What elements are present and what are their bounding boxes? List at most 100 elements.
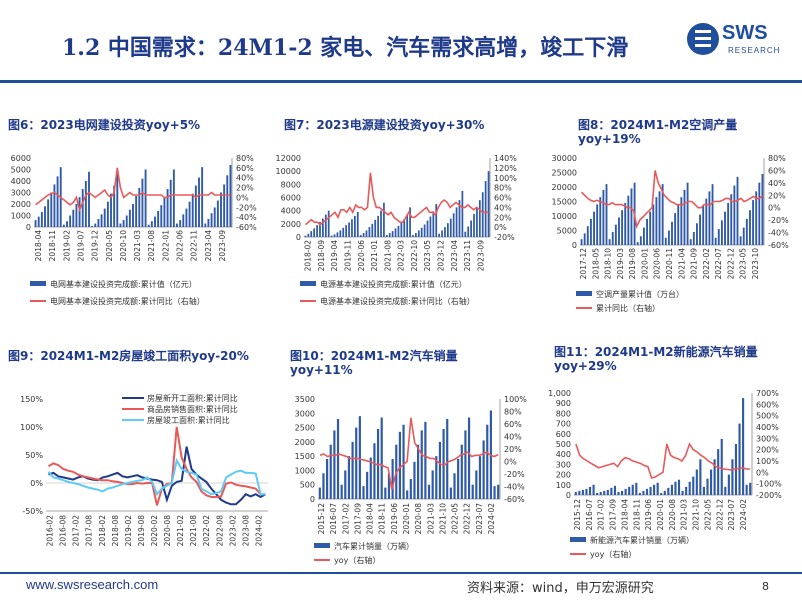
y2-tick-label: 20% [494, 213, 512, 222]
bar [198, 177, 200, 227]
x-tick-label: 2018-10 [604, 248, 613, 280]
bar [658, 191, 661, 245]
chart-c10: 0 500 1000 1500 2000 2500 3000 3500 2015-12 2016-… [295, 395, 528, 565]
bar [467, 226, 470, 237]
chart-c9: -50% 0% 50% 100% 150% 2016-02 2016-08 2017-02 20… [20, 393, 268, 547]
bar [706, 478, 709, 495]
y2-tick-label: -100% [756, 480, 782, 489]
y2-tick-label: 20% [768, 191, 786, 200]
x-tick-label: 2019-08 [628, 248, 637, 280]
bar [656, 482, 659, 495]
x-tick-label: 2021-02 [176, 515, 185, 547]
bar [348, 222, 350, 237]
bar [709, 469, 713, 495]
x-tick-label: 2017-12 [579, 248, 588, 280]
bar [62, 224, 65, 227]
bar [583, 233, 586, 245]
x-tick-label: 2022-07 [714, 248, 723, 280]
sws-logo: SWS RESEARCH [686, 20, 786, 66]
y-tick-label: 700 [556, 420, 571, 429]
bar [194, 185, 197, 227]
bar [412, 235, 414, 237]
legend-label: yoy（右轴） [590, 549, 636, 559]
bar [353, 215, 356, 237]
x-tick-label: 2021-03 [680, 499, 689, 531]
bar [351, 441, 354, 499]
bar [596, 204, 599, 245]
bar [699, 214, 702, 245]
y-tick-label: 3500 [295, 395, 315, 404]
bar [705, 198, 708, 245]
footer-source: 资料来源：wind，申万宏源研究 [467, 581, 654, 596]
bar [431, 470, 434, 499]
y-tick-label: 5000 [557, 227, 577, 236]
bar [122, 220, 125, 227]
bar [670, 484, 673, 495]
bar [596, 492, 599, 495]
bar [220, 192, 222, 227]
bar [47, 199, 50, 227]
x-tick-label: 2017-09 [353, 503, 362, 535]
x-tick-label: 2018-04 [620, 499, 629, 531]
y2-tick-label: -60% [236, 223, 257, 232]
bar [614, 224, 617, 245]
bar [613, 485, 617, 495]
chart-title: 图9：2024M1-M2房屋竣工面积yoy-20% [8, 349, 249, 363]
bar [188, 201, 191, 227]
bar [599, 491, 602, 495]
y-tick-label: 1000 [295, 466, 315, 475]
chart-title-line2: yoy+11% [290, 363, 353, 377]
bar [470, 220, 472, 237]
y2-tick-label: 140% [494, 154, 517, 163]
bar [730, 194, 733, 245]
bar [409, 479, 412, 499]
x-tick-label: 2024-02 [739, 499, 748, 531]
bar [110, 193, 112, 227]
bar [132, 204, 134, 227]
chart-title: 图10：2024M1-M2汽车销量 [290, 349, 458, 363]
legend-label: 房屋新开工面积:累计同比 [147, 393, 238, 403]
bar [708, 191, 711, 245]
bar [420, 227, 423, 237]
bar [138, 187, 141, 227]
bar [100, 214, 103, 227]
y-tick-label: 2000 [281, 220, 301, 229]
bar [342, 227, 345, 237]
x-tick-label: 2022-12 [463, 503, 472, 535]
bar [758, 182, 761, 245]
header-divider [0, 80, 802, 83]
bar [686, 182, 689, 245]
footer-url[interactable]: www.swsresearch.com [26, 577, 159, 592]
bar [733, 185, 736, 245]
y-tick-label: 900 [556, 399, 571, 408]
legend-label: yoy（右轴） [334, 555, 380, 565]
y2-tick-label: 20% [504, 445, 522, 454]
chart-title-line2: yoy+29% [554, 359, 617, 373]
x-tick-label: 2022-02 [702, 248, 711, 280]
bar [574, 491, 577, 495]
y2-tick-label: 60% [504, 420, 522, 429]
bar [692, 476, 695, 495]
y2-tick-label: -20% [494, 233, 515, 242]
bar [649, 211, 652, 245]
x-tick-label: 2019-08 [137, 515, 146, 547]
bar [652, 204, 655, 245]
bar [586, 226, 589, 245]
bar [742, 227, 745, 245]
y2-tick-label: -20% [504, 470, 525, 479]
bar [731, 459, 734, 495]
footer-divider [0, 572, 802, 574]
bar [185, 208, 188, 227]
x-tick-label: 2021-10 [438, 503, 447, 535]
bar [72, 209, 75, 227]
bar [642, 227, 645, 245]
bar [400, 222, 403, 237]
legend-swatch-bar [576, 291, 592, 296]
bar [322, 218, 324, 237]
bar [749, 482, 752, 495]
x-tick-label: 2022-12 [726, 248, 735, 280]
bar [369, 457, 372, 499]
bar [742, 398, 745, 495]
bar [449, 487, 452, 499]
x-tick-label: 2019-02 [124, 515, 133, 547]
